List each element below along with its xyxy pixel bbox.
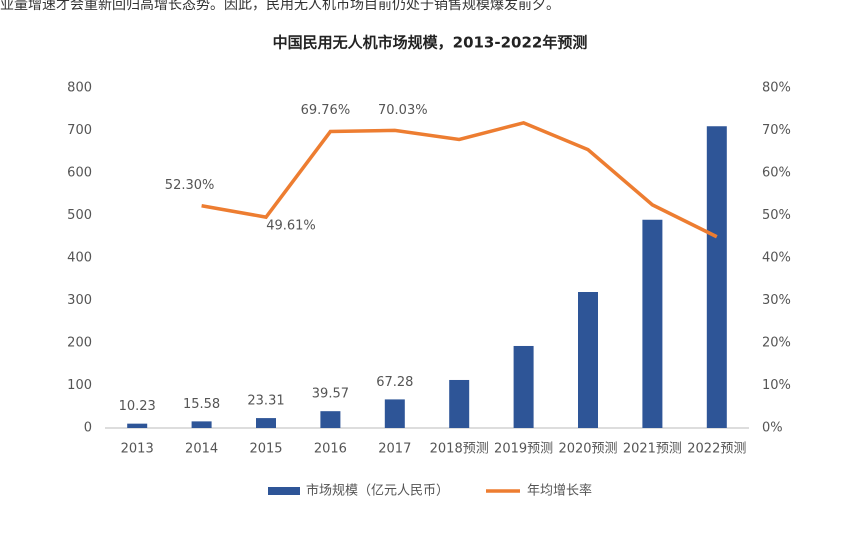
y-tick-label: 100 xyxy=(67,378,92,393)
y-tick-label: 600 xyxy=(67,166,92,181)
bar xyxy=(513,345,534,428)
data-label: 10.23 xyxy=(119,399,156,414)
data-label: 39.57 xyxy=(312,387,349,402)
bar xyxy=(256,418,276,428)
y-tick-label: 0 xyxy=(84,421,92,436)
x-tick-label: 2018预测 xyxy=(430,442,489,457)
data-label: 23.31 xyxy=(247,394,284,409)
chart-title: 中国民用无人机市场规模，2013-2022年预测 xyxy=(273,34,588,52)
y2-tick-label: 10% xyxy=(762,378,791,393)
line xyxy=(201,121,718,239)
x-tick-label: 2015 xyxy=(249,442,282,457)
data-label: 15.58 xyxy=(183,397,220,412)
bar xyxy=(449,379,470,428)
bar xyxy=(384,399,405,428)
legend-label: 年均增长率 xyxy=(527,483,592,499)
bar xyxy=(127,423,148,428)
x-tick-label: 2014 xyxy=(185,442,218,457)
data-label: 49.61% xyxy=(266,219,316,234)
legend-label: 市场规模（亿元人民币） xyxy=(306,483,449,499)
bar xyxy=(706,126,727,428)
y-tick-label: 800 xyxy=(67,81,92,96)
y-tick-label: 500 xyxy=(67,208,92,223)
bar xyxy=(578,292,598,428)
bar xyxy=(642,219,663,428)
y2-tick-label: 40% xyxy=(762,251,791,266)
y2-tick-label: 0% xyxy=(762,421,783,436)
intro-text: 业量增速才会重新回归高增长态势。因此，民用无人机市场目前仍处于销售规模爆发前夕。 xyxy=(0,0,560,13)
y-tick-label: 700 xyxy=(67,123,92,138)
bar xyxy=(191,421,212,428)
x-tick-label: 2016 xyxy=(314,442,347,457)
y-tick-label: 300 xyxy=(67,293,92,308)
x-tick-label: 2019预测 xyxy=(494,442,553,457)
y2-tick-label: 80% xyxy=(762,81,791,96)
x-tick-label: 2022预测 xyxy=(687,442,746,457)
y2-tick-label: 30% xyxy=(762,293,791,308)
data-label: 67.28 xyxy=(376,375,413,390)
y2-tick-label: 70% xyxy=(762,123,791,138)
y2-tick-label: 50% xyxy=(762,208,791,223)
y-tick-label: 200 xyxy=(67,336,92,351)
legend-swatch xyxy=(268,487,300,495)
bar xyxy=(320,411,341,428)
x-tick-label: 2020预测 xyxy=(558,442,617,457)
data-label: 69.76% xyxy=(301,103,351,118)
x-tick-label: 2013 xyxy=(121,442,154,457)
data-label: 70.03% xyxy=(378,103,428,118)
y2-tick-label: 20% xyxy=(762,336,791,351)
x-tick-label: 2021预测 xyxy=(623,442,682,457)
y2-tick-label: 60% xyxy=(762,166,791,181)
y-tick-label: 400 xyxy=(67,251,92,266)
data-label: 52.30% xyxy=(165,178,215,193)
x-tick-label: 2017 xyxy=(378,442,411,457)
